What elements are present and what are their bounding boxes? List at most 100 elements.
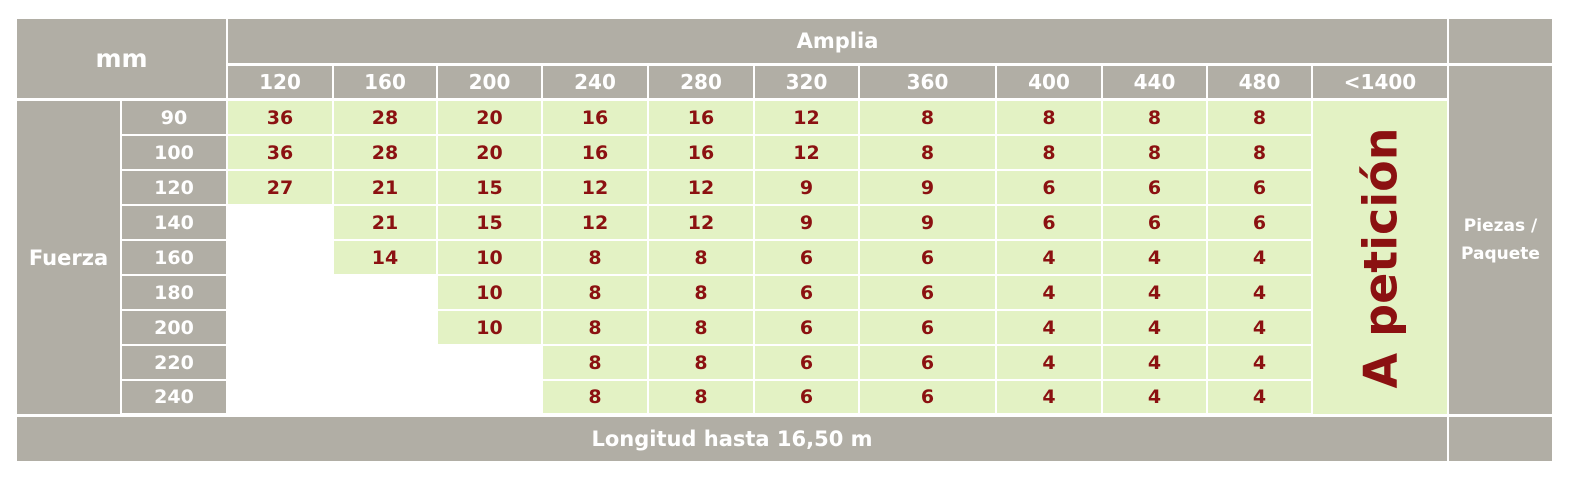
on-request-cell: A petición [1313,101,1447,414]
value-cell: 8 [649,381,753,413]
value-cell: 6 [860,346,995,379]
value-cell: 8 [997,101,1101,134]
column-header: 280 [649,66,753,98]
row-label: 200 [122,311,226,344]
row-label: 180 [122,276,226,309]
value-cell: 27 [228,171,332,204]
column-header: 120 [228,66,332,98]
pieces-label: Piezas / Paquete [1449,66,1552,414]
row-label: 220 [122,346,226,379]
value-cell: 21 [334,171,436,204]
pieces-header-top [1449,19,1552,63]
value-cell: 12 [543,171,647,204]
empty-cell [334,276,436,309]
value-cell: 8 [1103,136,1206,169]
column-header: 240 [543,66,647,98]
value-cell: 6 [1208,206,1311,239]
value-cell: 6 [860,241,995,274]
row-label: 120 [122,171,226,204]
value-cell: 20 [438,101,541,134]
value-cell: 6 [860,276,995,309]
row-label: 160 [122,241,226,274]
empty-cell [228,276,332,309]
value-cell: 16 [649,101,753,134]
value-cell: 6 [1208,171,1311,204]
value-cell: 16 [543,101,647,134]
value-cell: 8 [543,346,647,379]
value-cell: 12 [755,136,858,169]
column-header: 320 [755,66,858,98]
value-cell: 8 [543,381,647,413]
value-cell: 8 [649,346,753,379]
value-cell: 14 [334,241,436,274]
value-cell: 8 [1208,101,1311,134]
value-cell: 9 [860,171,995,204]
column-header: 480 [1208,66,1311,98]
value-cell: 9 [755,206,858,239]
value-cell: 6 [860,311,995,344]
empty-cell [334,346,436,379]
empty-cell [228,206,332,239]
value-cell: 4 [997,381,1101,413]
column-header: 200 [438,66,541,98]
value-cell: 12 [649,206,753,239]
row-group-label: Fuerza [17,101,120,414]
empty-cell [228,381,332,413]
value-cell: 8 [860,136,995,169]
value-cell: 6 [755,381,858,413]
empty-cell [228,346,332,379]
row-label: 90 [122,101,226,134]
value-cell: 4 [1208,311,1311,344]
value-cell: 6 [755,241,858,274]
value-cell: 6 [1103,206,1206,239]
value-cell: 21 [334,206,436,239]
value-cell: 6 [755,276,858,309]
value-cell: 8 [649,276,753,309]
value-cell: 6 [997,171,1101,204]
value-cell: 12 [543,206,647,239]
row-label: 100 [122,136,226,169]
value-cell: 4 [997,276,1101,309]
value-cell: 4 [1208,241,1311,274]
value-cell: 4 [997,311,1101,344]
empty-cell [228,311,332,344]
value-cell: 8 [1103,101,1206,134]
value-cell: 12 [755,101,858,134]
value-cell: 8 [543,276,647,309]
value-cell: 4 [1103,311,1206,344]
value-cell: 8 [543,311,647,344]
value-cell: 4 [1103,346,1206,379]
value-cell: 6 [1103,171,1206,204]
value-cell: 16 [543,136,647,169]
value-cell: 36 [228,136,332,169]
column-header: 360 [860,66,995,98]
value-cell: 4 [997,346,1101,379]
value-cell: 9 [755,171,858,204]
value-cell: 15 [438,206,541,239]
value-cell: 8 [543,241,647,274]
value-cell: 4 [1103,381,1206,413]
value-cell: 15 [438,171,541,204]
value-cell: 12 [649,171,753,204]
value-cell: 28 [334,101,436,134]
empty-cell [334,311,436,344]
value-cell: 4 [1208,381,1311,413]
empty-cell [334,381,436,413]
row-label: 240 [122,381,226,413]
value-cell: 4 [1208,346,1311,379]
on-request-label: A petición [1353,127,1408,388]
value-cell: 8 [649,311,753,344]
empty-cell [438,346,541,379]
value-cell: 6 [997,206,1101,239]
footer-label: Longitud hasta 16,50 m [17,417,1447,461]
column-header: 400 [997,66,1101,98]
value-cell: 4 [1208,276,1311,309]
value-cell: 8 [1208,136,1311,169]
value-cell: 8 [649,241,753,274]
value-cell: 9 [860,206,995,239]
value-cell: 10 [438,241,541,274]
footer-right-cell [1449,417,1552,461]
column-header: 160 [334,66,436,98]
empty-cell [228,241,332,274]
width-header: Amplia [228,19,1447,63]
